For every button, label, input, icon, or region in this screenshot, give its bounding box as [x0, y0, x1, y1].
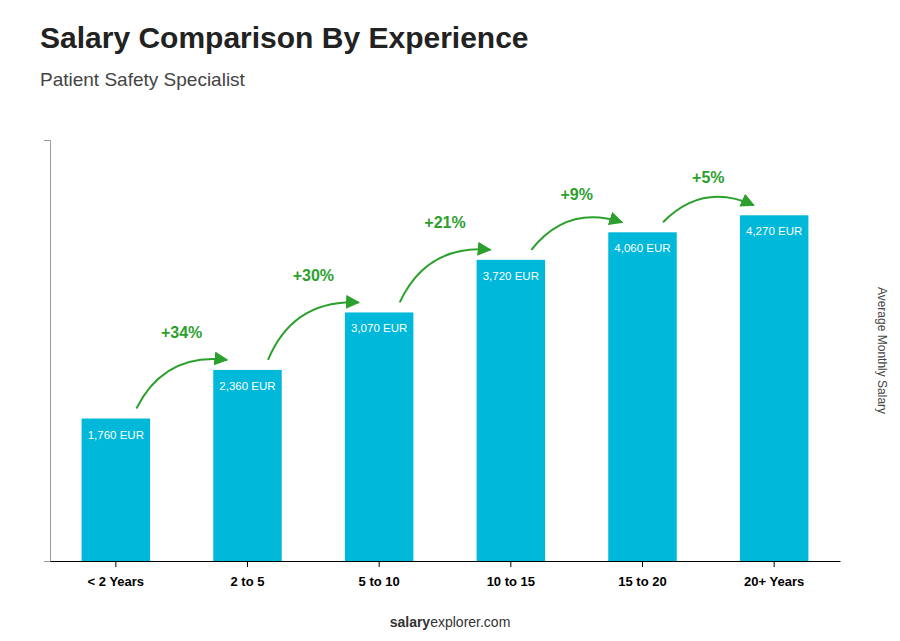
x-tick: 5 to 10 — [359, 561, 400, 589]
x-tick: 15 to 20 — [618, 561, 666, 589]
x-tick: 20+ Years — [744, 561, 804, 589]
x-tick-label: 20+ Years — [744, 574, 804, 589]
chart: Salary Comparison By Experience Patient S… — [0, 0, 900, 641]
x-axis: < 2 Years 2 to 5 5 to 10 10 to 15 15 to 20 20… — [51, 561, 841, 589]
x-tick-mark — [510, 561, 511, 567]
change-arrow — [531, 217, 622, 250]
x-tick-mark — [247, 561, 248, 567]
annotation: +9% — [560, 186, 592, 203]
change-arrow — [663, 197, 754, 222]
bars — [82, 215, 809, 561]
bar — [82, 419, 150, 561]
footer-part: salary — [390, 614, 431, 630]
x-tick-label: < 2 Years — [88, 574, 145, 589]
y-axis-title: Average Monthly Salary — [875, 287, 889, 414]
footer: salaryexplorer.com — [390, 614, 511, 630]
annotation: +30% — [293, 267, 334, 284]
footer-part: explorer.com — [430, 614, 510, 630]
x-tick: < 2 Years — [88, 561, 145, 589]
annotation: +21% — [424, 214, 465, 231]
x-tick: 10 to 15 — [487, 561, 535, 589]
change-arrow — [268, 302, 359, 360]
bar — [740, 215, 808, 561]
x-tick-mark — [115, 561, 116, 567]
value-labels: 1,760 EUR 2,360 EUR 3,070 EUR 3,720 EUR 4,06… — [88, 225, 803, 440]
bar — [608, 232, 676, 561]
y-axis — [44, 141, 51, 562]
annotation: +34% — [161, 324, 202, 341]
value-label: 2,360 EUR — [219, 380, 275, 392]
x-tick-mark — [642, 561, 643, 567]
value-label: 3,070 EUR — [351, 322, 407, 334]
annotation: +5% — [692, 169, 724, 186]
change-arrows — [136, 197, 753, 409]
y-axis-line — [44, 141, 51, 562]
bar — [477, 260, 545, 561]
x-tick: 2 to 5 — [231, 561, 265, 589]
x-tick-label: 10 to 15 — [487, 574, 535, 589]
value-label: 4,270 EUR — [746, 225, 802, 237]
x-axis-line — [51, 561, 841, 562]
x-tick-mark — [774, 561, 775, 567]
value-label: 3,720 EUR — [483, 270, 539, 282]
x-tick-mark — [379, 561, 380, 567]
x-tick-label: 15 to 20 — [618, 574, 666, 589]
plot: < 2 Years 2 to 5 5 to 10 10 to 15 15 to 20 20… — [44, 141, 841, 589]
bar — [213, 370, 281, 561]
value-label: 4,060 EUR — [614, 242, 670, 254]
x-tick-label: 5 to 10 — [359, 574, 400, 589]
bar — [345, 312, 413, 561]
value-label: 1,760 EUR — [88, 429, 144, 441]
title: Salary Comparison By Experience — [40, 21, 529, 54]
annotations: +34% +30% +21% +9% +5% — [161, 169, 725, 341]
subtitle: Patient Safety Specialist — [40, 69, 246, 90]
change-arrow — [136, 359, 227, 408]
x-tick-label: 2 to 5 — [231, 574, 265, 589]
change-arrow — [400, 249, 491, 302]
